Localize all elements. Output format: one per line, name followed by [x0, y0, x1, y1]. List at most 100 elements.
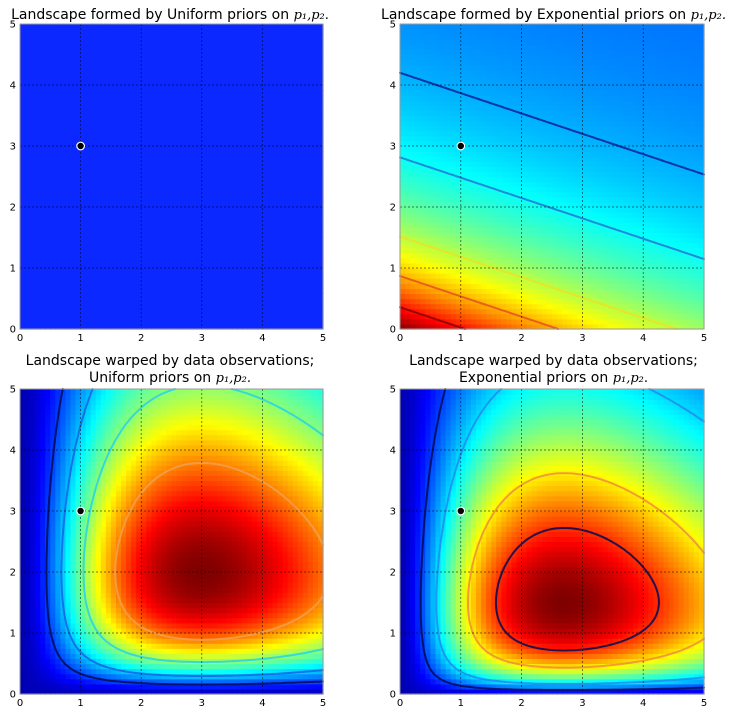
heatmap-cell — [65, 166, 72, 173]
heatmap-cell — [491, 293, 497, 300]
heatmap-cell — [481, 232, 487, 239]
heatmap-cell — [242, 293, 248, 300]
heatmap-cell — [491, 252, 497, 259]
heatmap-cell — [465, 171, 472, 178]
heatmap-cell — [201, 222, 208, 228]
heatmap-cell — [257, 115, 263, 122]
heatmap-cell — [110, 44, 117, 51]
heatmap-cell — [90, 313, 97, 320]
heatmap-cell — [491, 79, 497, 86]
heatmap-cell — [35, 273, 41, 279]
heatmap-cell — [272, 64, 279, 71]
heatmap-cell — [242, 54, 248, 61]
heatmap-cell — [141, 29, 147, 35]
heatmap-cell — [312, 29, 319, 35]
heatmap-cell — [415, 278, 421, 284]
heatmap-cell — [181, 74, 188, 81]
heatmap-cell — [100, 242, 107, 249]
heatmap-cell — [100, 222, 107, 228]
heatmap-cell — [232, 303, 238, 310]
heatmap-cell — [206, 288, 213, 295]
grid-lines — [20, 24, 323, 329]
heatmap-cell — [216, 242, 223, 249]
heatmap-cell — [425, 105, 431, 112]
heatmap-cell — [405, 166, 411, 173]
heatmap-cell — [481, 166, 487, 173]
heatmap-cell — [222, 207, 228, 213]
heatmap-cell — [287, 247, 294, 254]
heatmap-cell — [410, 140, 416, 147]
chart-title-1: Landscape formed by Uniform priors on p₁… — [0, 7, 340, 24]
heatmap-cell — [267, 268, 274, 274]
heatmap-cell — [80, 79, 87, 86]
heatmap-cell — [115, 110, 122, 117]
heatmap-cell — [90, 176, 97, 183]
heatmap-cell — [115, 242, 122, 249]
heatmap-cell — [506, 54, 513, 61]
heatmap-cell — [20, 90, 26, 96]
heatmap-cell — [470, 130, 477, 137]
heatmap-cell — [292, 186, 299, 193]
heatmap-cell — [25, 135, 31, 142]
heatmap-cell — [141, 298, 147, 305]
heatmap-cell — [161, 59, 168, 66]
heatmap-cell — [501, 186, 507, 193]
heatmap-cell — [415, 146, 421, 152]
heatmap-cell — [247, 298, 253, 305]
heatmap-cell — [425, 217, 431, 223]
heatmap-cell — [85, 273, 92, 279]
heatmap-cell — [90, 49, 97, 56]
heatmap-cell — [85, 140, 92, 147]
heatmap-cell — [100, 74, 107, 81]
heatmap-cell — [282, 49, 289, 56]
heatmap-cell — [405, 125, 411, 132]
heatmap-cell — [181, 95, 188, 101]
heatmap-cell — [465, 186, 472, 193]
heatmap-cell — [227, 242, 233, 249]
heatmap-cell — [445, 151, 452, 157]
heatmap-cell — [470, 227, 477, 234]
heatmap-cell — [410, 24, 416, 30]
heatmap-cell — [166, 176, 173, 183]
heatmap-cell — [262, 323, 269, 330]
heatmap-cell — [201, 24, 208, 30]
heatmap-cell — [287, 59, 294, 66]
heatmap-cell — [415, 100, 421, 106]
heatmap-cell — [70, 212, 77, 218]
heatmap-cell — [201, 227, 208, 234]
heatmap-cell — [95, 308, 102, 315]
heatmap-cell — [90, 110, 97, 117]
heatmap-cell — [75, 212, 82, 218]
heatmap-cell — [227, 74, 233, 81]
heatmap-cell — [277, 29, 284, 35]
heatmap-cell — [491, 95, 497, 101]
heatmap-cell — [126, 135, 132, 142]
heatmap-cell — [70, 257, 77, 264]
heatmap-cell — [262, 273, 269, 279]
heatmap-cell — [30, 105, 36, 112]
heatmap-cell — [227, 146, 233, 152]
heatmap-cell — [430, 217, 437, 223]
heatmap-cell — [287, 95, 294, 101]
heatmap-cell — [45, 100, 51, 106]
heatmap-cell — [80, 303, 87, 310]
heatmap-cell — [287, 262, 294, 269]
heatmap-cell — [166, 247, 173, 254]
heatmap-cell — [317, 151, 324, 157]
heatmap-cell — [45, 242, 51, 249]
heatmap-cell — [141, 303, 147, 310]
heatmap-cell — [110, 105, 117, 112]
heatmap-cell — [110, 34, 117, 40]
heatmap-cell — [445, 186, 452, 193]
heatmap-cell — [312, 268, 319, 274]
heatmap-cell — [105, 156, 112, 162]
heatmap-cell — [227, 222, 233, 228]
heatmap-cell — [70, 29, 77, 35]
heatmap-cell — [191, 39, 198, 45]
heatmap-cell — [227, 54, 233, 61]
heatmap-cell — [506, 237, 513, 244]
heatmap-cell — [511, 323, 518, 330]
heatmap-cell — [312, 115, 319, 122]
heatmap-cell — [181, 115, 188, 122]
heatmap-cell — [80, 69, 87, 76]
